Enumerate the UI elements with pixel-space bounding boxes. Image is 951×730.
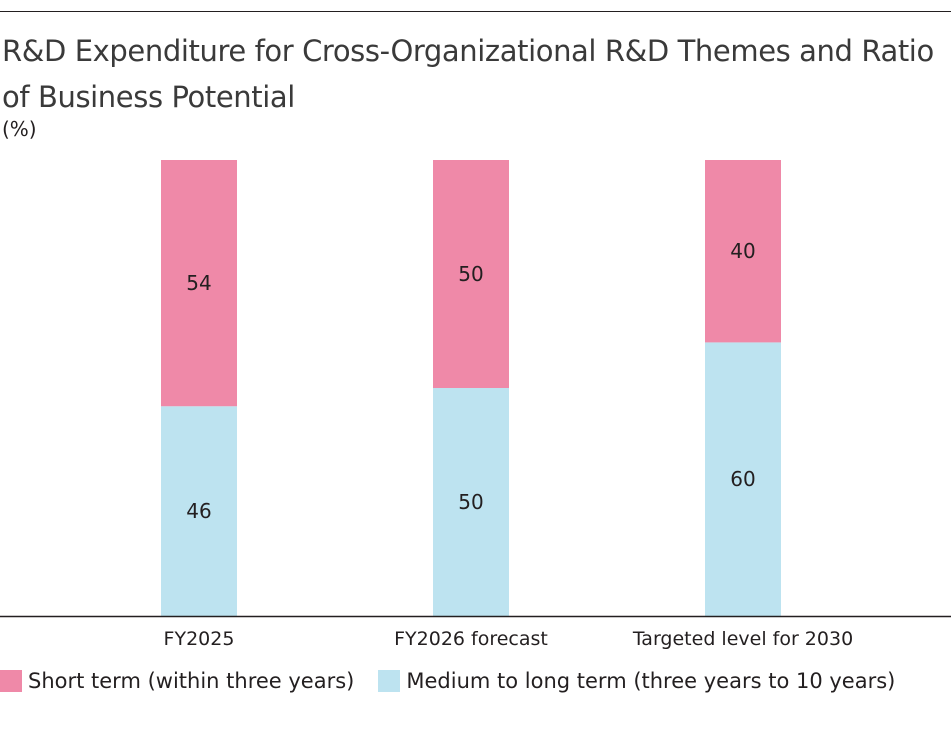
data-label-medium-long-fy2025: 46: [186, 499, 211, 523]
data-label-short-targeted-level-for-2030: 40: [730, 239, 755, 263]
data-label-short-fy2025: 54: [186, 271, 211, 295]
bar-medium-long-targeted-level-for-2030: [705, 342, 781, 616]
legend-label-short-term: Short term (within three years): [28, 669, 355, 693]
legend-item-medium-long-term: Medium to long term (three years to 10 y…: [378, 669, 895, 693]
data-label-short-fy2026-forecast: 50: [458, 262, 483, 286]
legend-label-medium-long-term: Medium to long term (three years to 10 y…: [406, 669, 896, 693]
data-label-medium-long-targeted-level-for-2030: 60: [730, 467, 755, 491]
x-tick-label-targeted-level-for-2030: Targeted level for 2030: [632, 628, 853, 650]
legend: Short term (within three years) Medium t…: [0, 665, 919, 697]
x-tick-label-fy2026-forecast: FY2026 forecast: [394, 628, 548, 650]
bar-medium-long-fy2026-forecast: [433, 388, 509, 616]
y-axis-unit: (%): [2, 117, 37, 141]
top-rule: [0, 11, 951, 12]
x-tick-label-fy2025: FY2025: [164, 628, 235, 650]
data-label-medium-long-fy2026-forecast: 50: [458, 490, 483, 514]
chart-title: R&D Expenditure for Cross-Organizational…: [2, 34, 934, 114]
bar-short-fy2026-forecast: [433, 160, 509, 388]
legend-swatch-medium-long-term: [378, 670, 401, 692]
bar-medium-long-fy2025: [161, 406, 237, 616]
bar-short-targeted-level-for-2030: [705, 160, 781, 343]
legend-swatch-short-term: [0, 670, 22, 692]
bar-short-fy2025: [161, 160, 237, 407]
legend-item-short-term: Short term (within three years): [0, 669, 354, 693]
